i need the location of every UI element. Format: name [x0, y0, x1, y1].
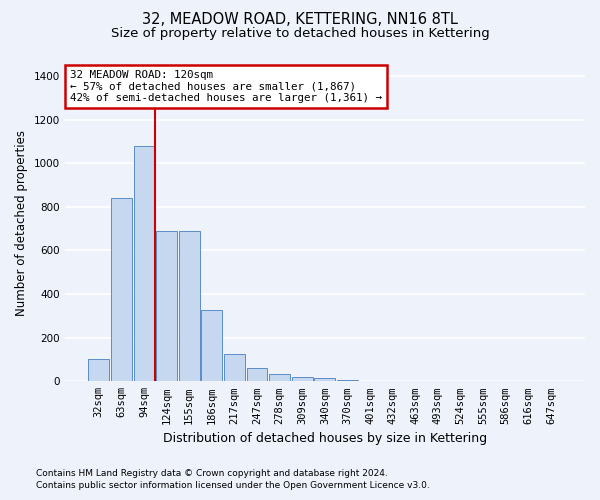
Text: Contains public sector information licensed under the Open Government Licence v3: Contains public sector information licen…: [36, 481, 430, 490]
Bar: [88, 360, 109, 382]
Bar: [111, 198, 132, 382]
Bar: [179, 231, 200, 382]
Bar: [269, 374, 290, 382]
Bar: [134, 146, 154, 382]
Text: 32, MEADOW ROAD, KETTERING, NN16 8TL: 32, MEADOW ROAD, KETTERING, NN16 8TL: [142, 12, 458, 28]
Bar: [337, 380, 358, 382]
X-axis label: Distribution of detached houses by size in Kettering: Distribution of detached houses by size …: [163, 432, 487, 445]
Y-axis label: Number of detached properties: Number of detached properties: [15, 130, 28, 316]
Text: Size of property relative to detached houses in Kettering: Size of property relative to detached ho…: [110, 28, 490, 40]
Bar: [202, 310, 222, 382]
Bar: [292, 377, 313, 382]
Bar: [156, 231, 177, 382]
Text: 32 MEADOW ROAD: 120sqm
← 57% of detached houses are smaller (1,867)
42% of semi-: 32 MEADOW ROAD: 120sqm ← 57% of detached…: [70, 70, 382, 103]
Bar: [224, 354, 245, 382]
Bar: [359, 380, 380, 382]
Bar: [247, 368, 268, 382]
Text: Contains HM Land Registry data © Crown copyright and database right 2024.: Contains HM Land Registry data © Crown c…: [36, 468, 388, 477]
Bar: [314, 378, 335, 382]
